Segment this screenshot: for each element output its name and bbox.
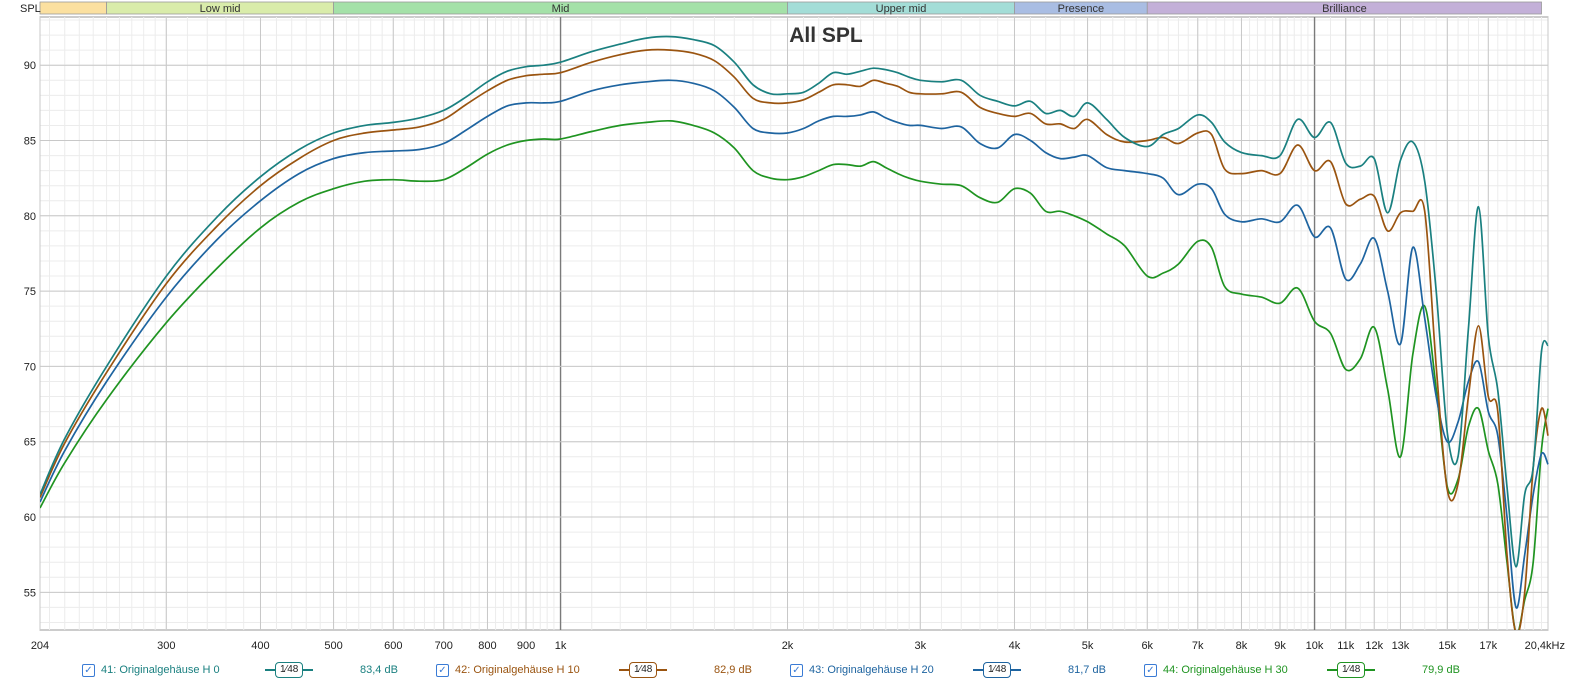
legend-item: ✓ 44: Originalgehäuse H 30 (1144, 660, 1288, 680)
y-tick-label: 60 (24, 512, 36, 524)
legend-smoothing-label: 1⁄48 (1337, 662, 1366, 678)
x-tick-label: 700 (435, 640, 453, 652)
x-tick-label: 800 (478, 640, 496, 652)
x-tick-label: 3k (914, 640, 926, 652)
x-tick-label: 204 (31, 640, 49, 652)
legend-smoothing-label: 1⁄48 (983, 662, 1012, 678)
legend-series-name: 42: Originalgehäuse H 10 (455, 664, 580, 676)
legend-checkbox[interactable]: ✓ (436, 663, 449, 677)
x-tick-label: 17k (1479, 640, 1497, 652)
x-tick-label: 1k (555, 640, 567, 652)
legend-item: ✓ 41: Originalgehäuse H 0 (82, 660, 220, 680)
band-label: Presence (1058, 3, 1104, 15)
x-tick-label: 15k (1438, 640, 1456, 652)
legend-level-value: 81,7 dB (1068, 664, 1106, 676)
x-tick-label: 900 (517, 640, 535, 652)
legend-item: ✓ 43: Originalgehäuse H 20 (790, 660, 934, 680)
x-tick-label: 300 (157, 640, 175, 652)
x-tick-label: 11k (1337, 640, 1354, 652)
series-line-2 (40, 48, 1549, 630)
y-axis-label: SPL (20, 3, 41, 15)
legend-line-swatch (1365, 669, 1376, 671)
y-tick-label: 70 (24, 361, 36, 373)
band-segment (39, 1, 107, 15)
legend-series-name: 43: Originalgehäuse H 20 (809, 664, 934, 676)
legend-series-name: 44: Originalgehäuse H 30 (1163, 664, 1288, 676)
y-tick-label: 65 (24, 437, 36, 449)
legend-smoothing-control[interactable]: 1⁄48 (265, 661, 314, 679)
legend-checkbox[interactable]: ✓ (1144, 663, 1157, 677)
band-label: Low mid (200, 3, 241, 15)
legend-line-swatch (1327, 669, 1337, 671)
legend-smoothing-control[interactable]: 1⁄48 (1327, 661, 1376, 679)
series-line-4 (40, 119, 1549, 630)
x-tick-label: 4k (1009, 640, 1021, 652)
y-tick-label: 90 (24, 60, 36, 72)
band-label: Upper mid (876, 3, 927, 15)
x-tick-label: 500 (324, 640, 342, 652)
x-tick-label: 20,4kHz (1525, 640, 1565, 652)
legend-line-swatch (973, 669, 983, 671)
legend-line-swatch (265, 669, 275, 671)
legend-level-value: 83,4 dB (360, 664, 398, 676)
chart-svg: Low mid Mid Upper mid Presence Brilliance SPL… (20, 1, 1565, 652)
x-tick-label: 12k (1365, 640, 1383, 652)
x-tick-label: 5k (1082, 640, 1094, 652)
series-line-1 (40, 35, 1549, 568)
series-line-3 (40, 79, 1549, 609)
legend-smoothing-control[interactable]: 1⁄48 (973, 661, 1022, 679)
legend-item: ✓ 42: Originalgehäuse H 10 (436, 660, 580, 680)
legend-level-value: 79,9 dB (1422, 664, 1460, 676)
band-segment (1146, 1, 1542, 15)
legend: ✓ 41: Originalgehäuse H 0 1⁄48 83,4 dB ✓ 42: … (0, 655, 1583, 685)
y-tick-label: 55 (24, 587, 36, 599)
y-tick-label: 80 (24, 211, 36, 223)
legend-series-name: 41: Originalgehäuse H 0 (101, 664, 220, 676)
legend-checkbox[interactable]: ✓ (82, 663, 95, 677)
legend-line-swatch (1011, 669, 1022, 671)
y-tick-label: 85 (24, 136, 36, 148)
legend-smoothing-control[interactable]: 1⁄48 (619, 661, 668, 679)
plot-area (39, 16, 1549, 631)
x-tick-label: 2k (782, 640, 794, 652)
band-label: Mid (552, 3, 570, 15)
legend-smoothing-label: 1⁄48 (275, 662, 304, 678)
chart-title: All SPL (789, 24, 863, 47)
x-tick-label: 9k (1274, 640, 1286, 652)
band-label: Brilliance (1322, 3, 1367, 15)
legend-line-swatch (657, 669, 668, 671)
legend-smoothing-label: 1⁄48 (629, 662, 658, 678)
x-tick-label: 6k (1141, 640, 1153, 652)
legend-checkbox[interactable]: ✓ (790, 663, 803, 677)
x-tick-label: 7k (1192, 640, 1204, 652)
x-tick-label: 10k (1306, 640, 1324, 652)
legend-level-value: 82,9 dB (714, 664, 752, 676)
x-tick-label: 13k (1392, 640, 1410, 652)
legend-line-swatch (303, 669, 314, 671)
legend-line-swatch (619, 669, 629, 671)
x-tick-label: 8k (1236, 640, 1248, 652)
y-tick-label: 75 (24, 286, 36, 298)
x-tick-label: 400 (251, 640, 269, 652)
x-tick-label: 600 (384, 640, 402, 652)
